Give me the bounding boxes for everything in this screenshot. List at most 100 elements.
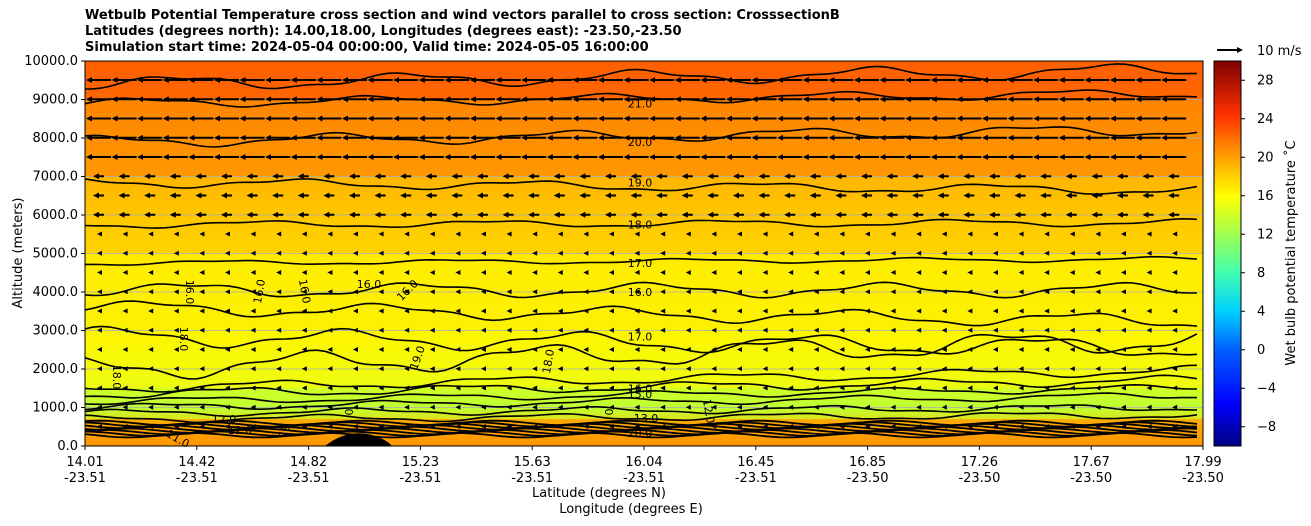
wind-vector [1146,347,1152,352]
colorbar-tick-label: 28 [1257,73,1274,88]
wind-vector [583,231,589,237]
wind-vector [583,289,589,295]
chart-title-line-1: Wetbulb Potential Temperature cross sect… [85,8,840,23]
wind-vector [225,231,230,237]
wind-vector [506,404,512,410]
wind-vector [173,404,179,410]
contour-label: 18.0 [628,219,653,232]
wind-vector [865,231,870,237]
wind-vector [993,270,998,275]
wind-vector [378,308,384,314]
wind-vector [685,250,691,256]
wind-vector [865,424,870,429]
wind-vector [301,289,307,295]
x-axis: 14.01-23.5114.42-23.5114.82-23.5115.23-2… [64,446,1224,486]
wind-vector [455,347,461,352]
wind-vector [993,385,998,391]
contour-label-extra: 16.0 [251,278,268,304]
y-tick-label: 6000.0 [33,208,79,223]
x-tick-label-lon: -23.51 [735,471,777,486]
wind-vector [122,308,128,314]
wind-vector [250,424,256,429]
wind-vector [173,385,179,391]
wind-vector [1069,366,1075,372]
wind-vector [941,385,947,391]
wind-vector [609,327,614,333]
wind-vector [941,347,947,352]
wind-vector [250,366,256,372]
wind-vector [967,366,973,372]
wind-vector [199,308,205,314]
colorbar-tick-label: 4 [1257,304,1265,319]
wind-vector [916,250,922,256]
wind-vector [455,385,461,391]
wind-vector [634,250,640,256]
wind-vector [506,366,512,372]
wind-vector [737,347,742,352]
wind-vector [122,289,128,295]
wind-vector [1146,424,1152,429]
wind-vector [711,424,717,429]
wind-vector [404,308,410,314]
wind-vector [916,270,922,275]
colorbar-tick-label: 8 [1257,266,1265,281]
wind-vector [583,327,589,333]
wind-vector [532,366,538,372]
wind-vector [1044,270,1050,275]
wind-vector [1018,250,1024,256]
wind-vector [609,366,614,372]
wind-vector [609,231,614,237]
wind-vector [1018,289,1024,295]
wind-vector [890,327,896,333]
wind-vector [429,270,435,275]
x-tick-label-lon: -23.50 [847,471,889,486]
wind-vector [404,270,410,275]
wind-vector [839,289,845,295]
wind-vector [916,289,922,295]
wind-vector [97,424,102,429]
wind-vector [711,270,717,275]
wind-vector [429,327,435,333]
wind-vector [711,231,717,237]
wind-vector [532,404,538,410]
wind-vector [429,347,435,352]
x-axis-label-longitude: Longitude (degrees E) [559,502,703,517]
wind-vector [557,231,563,237]
wind-vector [173,250,179,256]
wind-vector [378,250,384,256]
wind-vector [1044,289,1050,295]
colorbar-frame [1213,60,1242,447]
wind-vector [1018,385,1024,391]
wind-vector [1069,231,1075,237]
wind-vector [1018,308,1024,314]
contour-label: 19.0 [628,176,653,189]
wind-vector [762,327,768,333]
wind-vector [1146,385,1152,391]
wind-vector [148,327,154,333]
wind-vector [609,424,614,429]
wind-vector [685,385,691,391]
wind-vector [97,385,102,391]
wind-vector [813,366,819,372]
wind-vector [685,347,691,352]
wind-vector [250,347,256,352]
wind-vector [199,366,205,372]
wind-vector [1069,404,1075,410]
wind-vector [916,366,922,372]
wind-vector [455,327,461,333]
wind-vector [1044,250,1050,256]
wind-vector [762,404,768,410]
wind-vector [583,250,589,256]
colorbar [1214,61,1241,446]
quiver-key: 10 m/s [1217,44,1302,59]
wind-vector [276,250,282,256]
wind-vector [532,270,538,275]
wind-vector [762,385,768,391]
wind-vector [481,366,486,372]
wind-vector [378,270,384,275]
wind-vector [634,366,640,372]
wind-vector [993,231,998,237]
wind-vector [225,289,230,295]
contour-label: 17.0 [628,257,653,270]
wind-vector [199,231,205,237]
